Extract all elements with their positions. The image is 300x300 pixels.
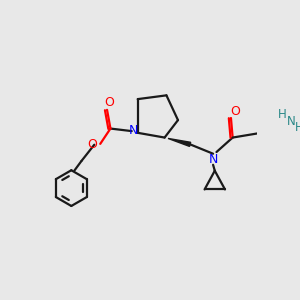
- Text: O: O: [104, 96, 114, 109]
- Polygon shape: [168, 138, 191, 146]
- Text: H: H: [295, 121, 300, 134]
- Text: N: N: [208, 153, 218, 166]
- Text: H: H: [278, 108, 286, 121]
- Text: O: O: [230, 105, 240, 118]
- Text: O: O: [88, 138, 98, 151]
- Text: N: N: [287, 115, 296, 128]
- Text: N: N: [129, 124, 138, 137]
